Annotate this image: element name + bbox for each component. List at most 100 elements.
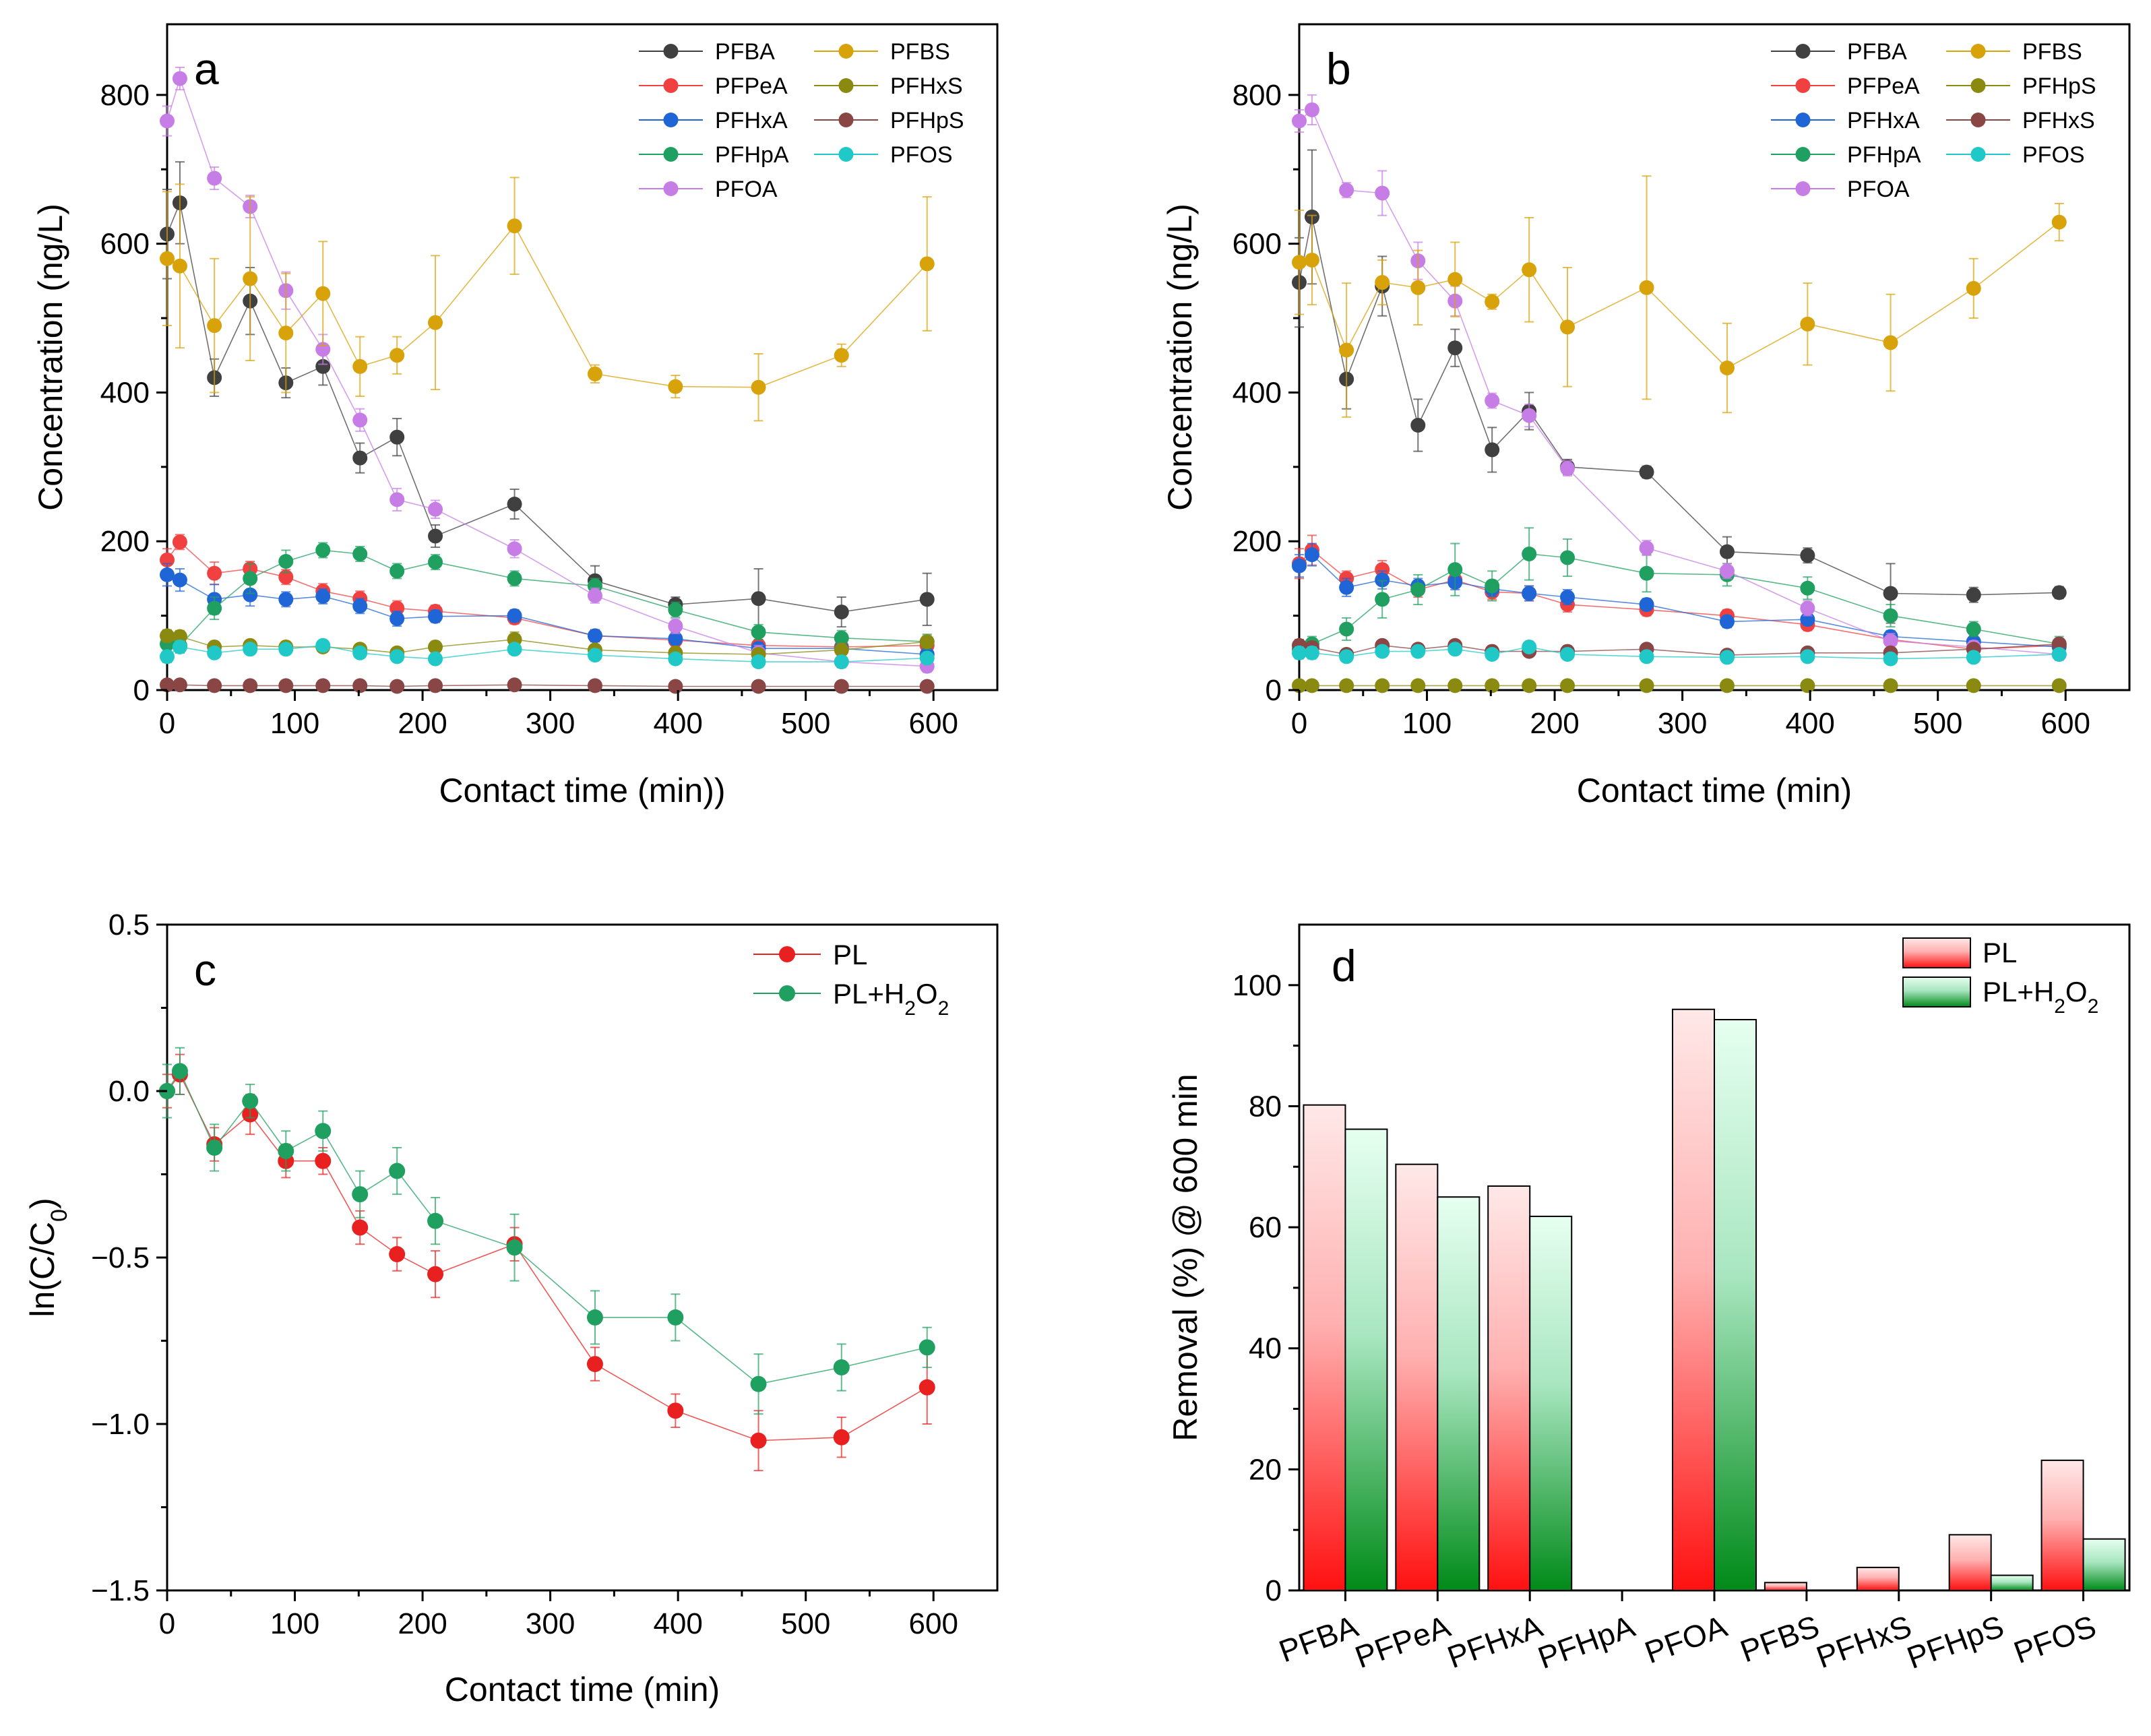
panel-a-pfos-point bbox=[352, 645, 368, 660]
panel-b-pfhps-point bbox=[1560, 678, 1576, 693]
panel-a-legend-pfhps-marker bbox=[838, 113, 854, 127]
panel-b-pfos-point bbox=[1375, 644, 1390, 659]
panel-d-bar-pfhps-pl bbox=[1948, 1534, 1992, 1591]
panel-b-pfhpa-point bbox=[1375, 592, 1390, 607]
panel-b-legend-pfba-marker bbox=[1795, 44, 1811, 59]
panel-b-ytick-label: 0 bbox=[1266, 674, 1282, 707]
panel-c-pl-h2o2-point bbox=[750, 1375, 767, 1392]
panel-a-pfos-point bbox=[834, 654, 849, 670]
panel-a-pfhps-point bbox=[389, 679, 405, 694]
panel-d-bar-pfoa-pl bbox=[1672, 1008, 1715, 1591]
panel-d-bar-pfpea-pl-h2o2 bbox=[1437, 1196, 1480, 1591]
panel-a-pfoa-point bbox=[389, 492, 405, 507]
panel-b-pfhpa-point bbox=[1410, 582, 1426, 597]
panel-c-pl-point bbox=[389, 1246, 406, 1263]
panel-d-category-label: PFOS bbox=[2009, 1609, 2100, 1671]
panel-b-pfos-point bbox=[1800, 649, 1815, 664]
panel-b-pfbs-point bbox=[1522, 262, 1537, 278]
panel-a-pfhxa-point bbox=[352, 598, 368, 614]
panel-c-xtick-label: 300 bbox=[526, 1607, 575, 1640]
panel-b-xlabel: Contact time (min) bbox=[1577, 772, 1852, 809]
panel-c-pl-point bbox=[667, 1402, 684, 1419]
panel-c-legend: PL PL+H2O2 bbox=[753, 939, 949, 1020]
panel-c-pl-point bbox=[352, 1219, 369, 1236]
panel-a-pfbs-point bbox=[172, 258, 187, 274]
panel-b-pfoa-point bbox=[1639, 540, 1654, 556]
panel-c-pl-point bbox=[918, 1379, 935, 1396]
panel-c-ytick-label: 0.0 bbox=[108, 1075, 150, 1108]
panel-b-pfba-point bbox=[1719, 544, 1735, 559]
panel-a-label: a bbox=[194, 44, 219, 94]
panel-a-pfhps-point bbox=[587, 678, 602, 693]
panel-b-pfbs-point bbox=[1447, 272, 1463, 287]
panel-a-xlabel: Contact time (min)) bbox=[439, 772, 725, 809]
panel-d-category-label: PFHpS bbox=[1902, 1609, 2008, 1676]
panel-a-pfhxa-point bbox=[243, 587, 258, 602]
panel-b-pfba-point bbox=[1485, 442, 1500, 458]
panel-c-ytick-label: −1.5 bbox=[91, 1574, 150, 1607]
panel-a-pfhxa-point bbox=[587, 628, 602, 644]
panel-c-pl-line bbox=[166, 1073, 928, 1442]
panel-c-plot-frame bbox=[166, 923, 999, 1592]
panel-b-pfhps-point bbox=[1304, 678, 1319, 693]
panel-b-pfos-point bbox=[1883, 651, 1898, 666]
panel-b-legend-pfhxs-label: PFHxS bbox=[2022, 108, 2095, 133]
panel-a-xtick-label: 0 bbox=[159, 707, 175, 740]
panel-c-pl-h2o2-point bbox=[389, 1162, 406, 1179]
panel-b-pfos-point bbox=[1966, 650, 1981, 665]
panel-b-marks bbox=[1292, 94, 2067, 693]
panel-a-pfba-point bbox=[428, 528, 443, 544]
panel-d-category-label: PFOA bbox=[1640, 1608, 1732, 1670]
panel-d-category-label: PFBA bbox=[1274, 1608, 1363, 1669]
panel-b-pfos-point bbox=[1719, 650, 1735, 665]
panel-d-category-label: PFHxS bbox=[1812, 1609, 1916, 1675]
panel-a-pfbs-point bbox=[278, 326, 294, 341]
panel-b-legend-pfhps-label: PFHpS bbox=[2022, 73, 2096, 99]
panel-a-pfpea-point bbox=[172, 534, 187, 550]
panel-a-pfhps-point bbox=[751, 679, 766, 694]
panel-b-pfhpa-point bbox=[1339, 621, 1354, 637]
panel-b-legend-pfhpa-label: PFHpA bbox=[1847, 142, 1921, 168]
panel-a-pfhps-point bbox=[668, 679, 683, 694]
panel-d-ylabel: Removal (%) @ 600 min bbox=[1166, 1074, 1204, 1441]
panel-b-pfoa-point bbox=[1485, 393, 1500, 408]
panel-b-pfoa-point bbox=[1522, 408, 1537, 423]
panel-a-pfhps-point bbox=[834, 679, 849, 694]
panel-d-ytick-label: 0 bbox=[1266, 1574, 1282, 1607]
panel-b-xtick-label: 100 bbox=[1402, 707, 1452, 740]
panel-a-pfba-point bbox=[315, 359, 331, 374]
panel-b-pfhps-point bbox=[1339, 678, 1354, 693]
panel-d-bar-pfhxa-pl-h2o2 bbox=[1529, 1215, 1573, 1591]
panel-d-bar-pfos-pl-h2o2 bbox=[2082, 1538, 2126, 1591]
panel-a-plot-frame bbox=[166, 23, 999, 691]
panel-a-pfbs-line bbox=[166, 224, 928, 388]
panel-a-pfhpa-point bbox=[315, 542, 331, 558]
panel-a-pfpea-point bbox=[389, 600, 405, 616]
panel-b-pfhps-point bbox=[1719, 678, 1735, 693]
panel-b-xtick-label: 500 bbox=[1913, 707, 1962, 740]
panel-b-pfba-point bbox=[2051, 585, 2067, 600]
panel-a-pfhxa-point bbox=[428, 609, 443, 624]
panel-b-xtick-label: 0 bbox=[1291, 707, 1307, 740]
panel-a-legend-pfos-marker bbox=[838, 147, 854, 162]
panel-d-ytick-label: 20 bbox=[1249, 1453, 1282, 1486]
panel-b-pfoa-point bbox=[1339, 183, 1354, 198]
panel-a-legend-pfpea-marker bbox=[663, 78, 679, 93]
panel-a-pfhps-point bbox=[315, 678, 331, 693]
panel-b-pfos-point bbox=[1560, 647, 1576, 662]
panel-a-pfhpa-point bbox=[507, 571, 522, 586]
panel-c-pl-point bbox=[750, 1432, 767, 1449]
panel-b-pfhxa-point bbox=[1719, 614, 1735, 629]
panel-d-label: d bbox=[1332, 941, 1357, 991]
panel-b-pfoa-point bbox=[1719, 563, 1735, 579]
panel-b-ytick-label: 800 bbox=[1233, 79, 1282, 112]
panel-d-bar-pfhps-pl-h2o2 bbox=[1990, 1574, 2034, 1591]
panel-c-pl-h2o2-point bbox=[506, 1239, 523, 1256]
panel-b-pfoa-point bbox=[1304, 102, 1319, 117]
panel-a-pfhxa-point bbox=[389, 611, 405, 627]
panel-a-pfoa-point bbox=[207, 170, 222, 186]
panel-a-pfoa-point bbox=[352, 412, 368, 428]
panel-a-pfhxa-point bbox=[278, 592, 294, 607]
panel-b-legend-pfhxa-marker bbox=[1795, 113, 1811, 127]
